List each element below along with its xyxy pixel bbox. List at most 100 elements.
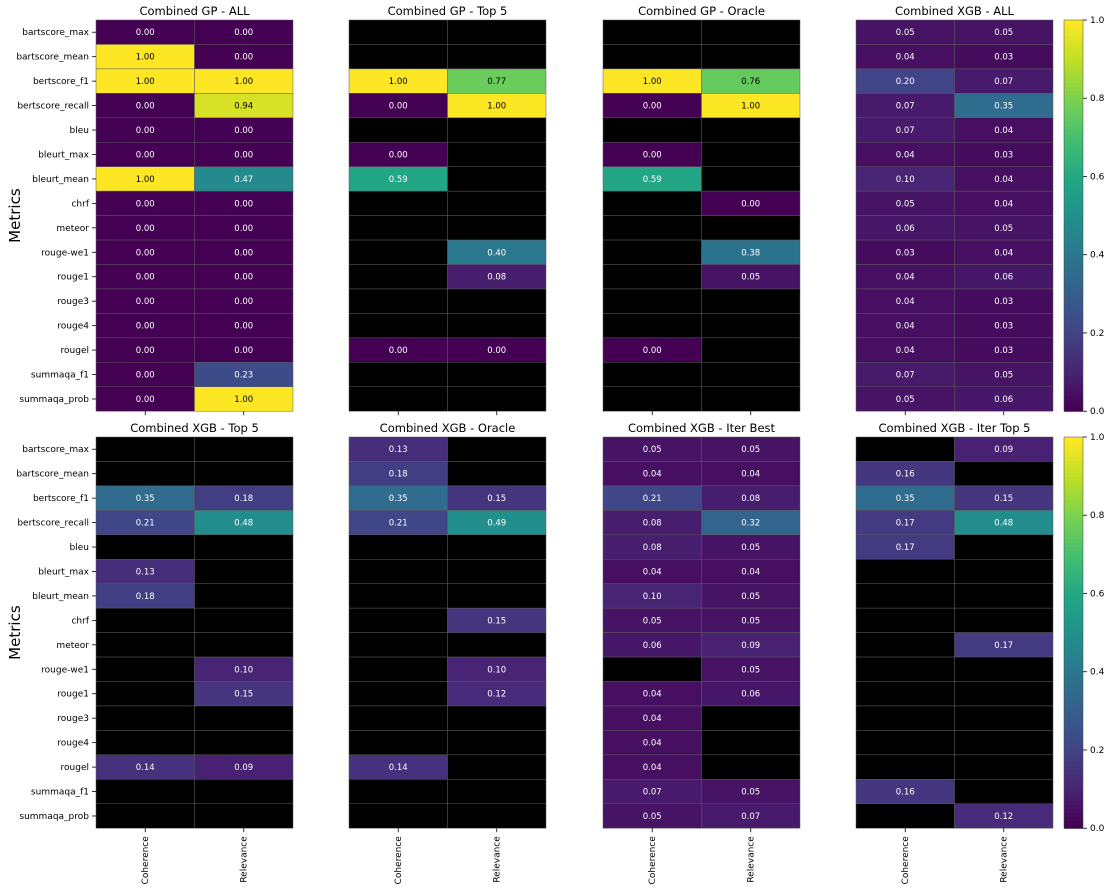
colorbar-tick-label: 0.8	[1090, 94, 1105, 104]
colorbar-segment	[1064, 796, 1083, 802]
heatmap-cell	[95, 313, 195, 339]
cell-value-label: 0.04	[643, 567, 662, 577]
colorbar-segment	[1064, 289, 1083, 295]
colorbar-segment	[1064, 714, 1083, 720]
cell-value-label: 0.38	[741, 248, 760, 258]
heatmap-cell	[194, 44, 294, 70]
colorbar-segment	[1064, 476, 1083, 481]
heatmap-cell	[447, 730, 547, 756]
heatmap-cell	[95, 461, 195, 487]
heatmap-cell	[447, 117, 547, 143]
cell-value-label: 0.04	[741, 470, 760, 480]
cell-value-label: 0.17	[896, 519, 915, 529]
cell-value-label: 0.06	[896, 224, 915, 234]
colorbar-segment	[1064, 749, 1083, 755]
cell-value-label: 0.05	[896, 395, 915, 405]
heatmap-cell	[447, 19, 547, 45]
colorbar-segment	[1064, 63, 1083, 68]
y-tick-label-meteor: meteor	[56, 641, 89, 651]
colorbar-segment	[1064, 55, 1083, 60]
cell-value-label: 0.04	[994, 175, 1013, 185]
y-tick-label-bertscore-f1: bertscore_f1	[33, 494, 89, 504]
cell-value-label: 0.07	[896, 102, 915, 112]
cell-value-label: 0.00	[136, 395, 155, 405]
cell-value-label: 0.21	[389, 519, 408, 529]
colorbar-segment	[1064, 746, 1083, 751]
colorbar-segment	[1064, 534, 1083, 540]
heatmap-cell	[701, 215, 801, 241]
cell-value-label: 0.00	[136, 224, 155, 234]
colorbar-segment	[1064, 448, 1083, 454]
colorbar-segment	[1064, 460, 1083, 465]
cell-value-label: 0.05	[741, 445, 760, 455]
heatmap-cell	[602, 534, 702, 560]
cell-value-label: 0.00	[234, 126, 253, 136]
heatmap-cell	[447, 386, 547, 412]
cell-value-label: 0.35	[136, 494, 155, 504]
cell-value-label: 0.00	[643, 346, 662, 356]
cell-value-label: 1.00	[389, 77, 408, 87]
cell-value-label: 0.17	[994, 641, 1013, 651]
cell-value-label: 0.06	[643, 641, 662, 651]
colorbar-segment	[1064, 407, 1083, 412]
y-tick-label-bertscore-recall: bertscore_recall	[17, 102, 89, 112]
cell-value-label: 0.00	[136, 199, 155, 209]
colorbar-segment	[1064, 503, 1083, 509]
cell-value-label: 0.00	[643, 102, 662, 112]
colorbar-segment	[1064, 491, 1083, 497]
heatmap-cell	[194, 583, 294, 609]
heatmap-cell	[602, 117, 702, 143]
colorbar-segment	[1064, 777, 1083, 782]
heatmap-cell	[855, 461, 955, 487]
heatmap-cell	[855, 607, 955, 633]
colorbar-segment	[1064, 137, 1083, 142]
cell-value-label: 0.00	[136, 150, 155, 160]
colorbar-segment	[1064, 530, 1083, 536]
heatmap-cell	[602, 461, 702, 487]
heatmap-cell	[602, 190, 702, 216]
heatmap-cell	[447, 779, 547, 804]
heatmap-cell	[95, 44, 195, 70]
heatmap-panel-combined-xgb-iter-best: Combined XGB - Iter Best 0.05 0.05 0.04 0.04…	[602, 421, 801, 884]
colorbar-segment	[1064, 699, 1083, 704]
cell-value-label: 0.16	[896, 788, 915, 798]
colorbar-tick-label: 1.0	[1090, 433, 1105, 443]
colorbar-tick-label: 0.2	[1090, 746, 1104, 756]
colorbar-segment	[1064, 452, 1083, 458]
colorbar-segment	[1064, 246, 1083, 252]
heatmap-cell	[954, 632, 1054, 658]
heatmap-cell	[855, 362, 955, 387]
colorbar-segment	[1064, 605, 1083, 610]
cell-value-label: 0.05	[994, 371, 1013, 381]
colorbar-segment	[1064, 722, 1083, 728]
cell-value-label: 0.07	[643, 788, 662, 798]
heatmap-cell	[602, 68, 702, 94]
heatmap-cell	[701, 362, 801, 387]
colorbar-segment	[1064, 293, 1083, 299]
heatmap-cell	[954, 337, 1054, 363]
heatmap-cell	[95, 386, 195, 412]
cell-value-label: 0.23	[234, 371, 253, 381]
heatmap-cell	[348, 803, 448, 829]
cell-value-label: 0.14	[136, 763, 155, 773]
colorbar-segment	[1064, 113, 1083, 119]
heatmap-cell	[701, 803, 801, 829]
y-tick-label-rouge4: rouge4	[57, 322, 89, 332]
heatmap-cell	[701, 166, 801, 192]
heatmap-cell	[855, 681, 955, 707]
heatmap-cell	[447, 362, 547, 387]
colorbar-segment	[1064, 274, 1083, 279]
heatmap-cell	[95, 730, 195, 756]
heatmap-cell	[954, 607, 1054, 633]
heatmap-cell	[954, 779, 1054, 804]
heatmap-cell	[447, 44, 547, 70]
heatmap-cell	[447, 461, 547, 487]
y-tick-label-summaqa-prob: summaqa_prob	[19, 395, 89, 405]
colorbar-segment	[1064, 329, 1083, 334]
colorbar-segment	[1064, 589, 1083, 595]
heatmap-cell	[348, 485, 448, 511]
colorbar-segment	[1064, 31, 1083, 37]
y-tick-label-bleu: bleu	[70, 543, 89, 553]
cell-value-label: 0.15	[487, 616, 506, 626]
heatmap-cell	[348, 510, 448, 536]
